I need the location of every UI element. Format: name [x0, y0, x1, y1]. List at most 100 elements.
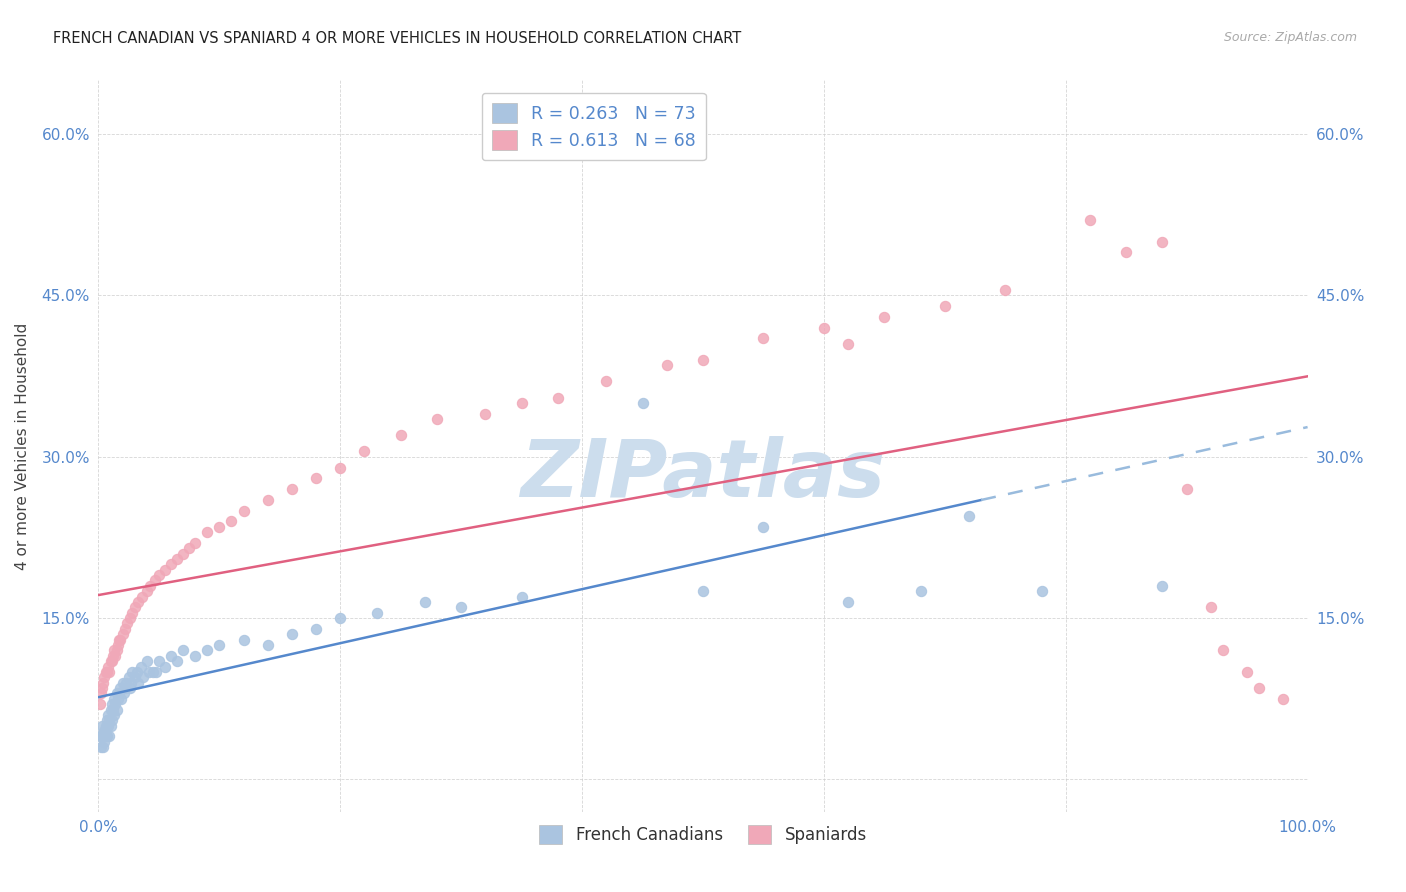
Point — [353, 444, 375, 458]
Point — [631, 396, 654, 410]
Point — [100, 654, 122, 668]
Point — [305, 622, 328, 636]
Point — [179, 541, 201, 556]
Point — [172, 547, 194, 561]
Point — [110, 691, 132, 706]
Point — [89, 730, 111, 744]
Point — [143, 574, 166, 588]
Point — [96, 665, 118, 679]
Point — [100, 719, 122, 733]
Point — [957, 508, 980, 523]
Point — [329, 460, 352, 475]
Point — [91, 730, 114, 744]
Point — [692, 353, 714, 368]
Point — [474, 407, 496, 421]
Point — [118, 611, 141, 625]
Point — [135, 584, 157, 599]
Point — [90, 740, 112, 755]
Point — [97, 707, 120, 722]
Point — [837, 595, 859, 609]
Point — [93, 724, 115, 739]
Point — [101, 648, 124, 663]
Point — [837, 336, 859, 351]
Point — [100, 697, 122, 711]
Point — [450, 600, 472, 615]
Point — [232, 632, 254, 647]
Point — [256, 638, 278, 652]
Point — [166, 654, 188, 668]
Point — [595, 375, 617, 389]
Point — [195, 524, 218, 539]
Point — [547, 391, 569, 405]
Point — [127, 595, 149, 609]
Point — [571, 137, 593, 152]
Text: FRENCH CANADIAN VS SPANIARD 4 OR MORE VEHICLES IN HOUSEHOLD CORRELATION CHART: FRENCH CANADIAN VS SPANIARD 4 OR MORE VE… — [53, 31, 742, 46]
Point — [692, 584, 714, 599]
Point — [127, 675, 149, 690]
Point — [91, 681, 114, 695]
Point — [166, 552, 188, 566]
Point — [91, 675, 114, 690]
Point — [305, 471, 328, 485]
Point — [1031, 584, 1053, 599]
Point — [105, 643, 128, 657]
Point — [366, 606, 388, 620]
Point — [232, 503, 254, 517]
Point — [98, 714, 121, 728]
Point — [108, 632, 131, 647]
Point — [108, 686, 131, 700]
Point — [510, 590, 533, 604]
Point — [153, 659, 176, 673]
Point — [256, 492, 278, 507]
Point — [873, 310, 896, 324]
Point — [752, 519, 775, 533]
Point — [115, 675, 138, 690]
Point — [1249, 681, 1271, 695]
Point — [132, 670, 155, 684]
Point — [1115, 245, 1137, 260]
Point — [118, 681, 141, 695]
Point — [127, 665, 149, 679]
Point — [97, 719, 120, 733]
Point — [139, 579, 162, 593]
Point — [103, 643, 125, 657]
Point — [172, 643, 194, 657]
Point — [100, 702, 122, 716]
Point — [752, 331, 775, 345]
Point — [389, 428, 412, 442]
Point — [994, 283, 1017, 297]
Point — [111, 627, 134, 641]
Point — [145, 665, 167, 679]
Point — [121, 665, 143, 679]
Point — [105, 702, 128, 716]
Point — [184, 536, 207, 550]
Y-axis label: 4 or more Vehicles in Household: 4 or more Vehicles in Household — [15, 322, 31, 570]
Point — [510, 396, 533, 410]
Point — [148, 654, 170, 668]
Point — [184, 648, 207, 663]
Point — [124, 600, 146, 615]
Point — [142, 665, 165, 679]
Text: ZIPatlas: ZIPatlas — [520, 436, 886, 515]
Point — [135, 654, 157, 668]
Point — [91, 730, 114, 744]
Point — [94, 719, 117, 733]
Point — [1152, 235, 1174, 249]
Point — [108, 632, 131, 647]
Point — [94, 730, 117, 744]
Point — [98, 665, 121, 679]
Point — [114, 681, 136, 695]
Point — [1272, 691, 1295, 706]
Point — [910, 584, 932, 599]
Point — [413, 595, 436, 609]
Point — [93, 735, 115, 749]
Point — [121, 606, 143, 620]
Point — [103, 707, 125, 722]
Point — [104, 648, 127, 663]
Point — [221, 514, 243, 528]
Point — [90, 686, 112, 700]
Point — [1212, 643, 1234, 657]
Point — [813, 320, 835, 334]
Point — [208, 519, 231, 533]
Point — [1236, 665, 1258, 679]
